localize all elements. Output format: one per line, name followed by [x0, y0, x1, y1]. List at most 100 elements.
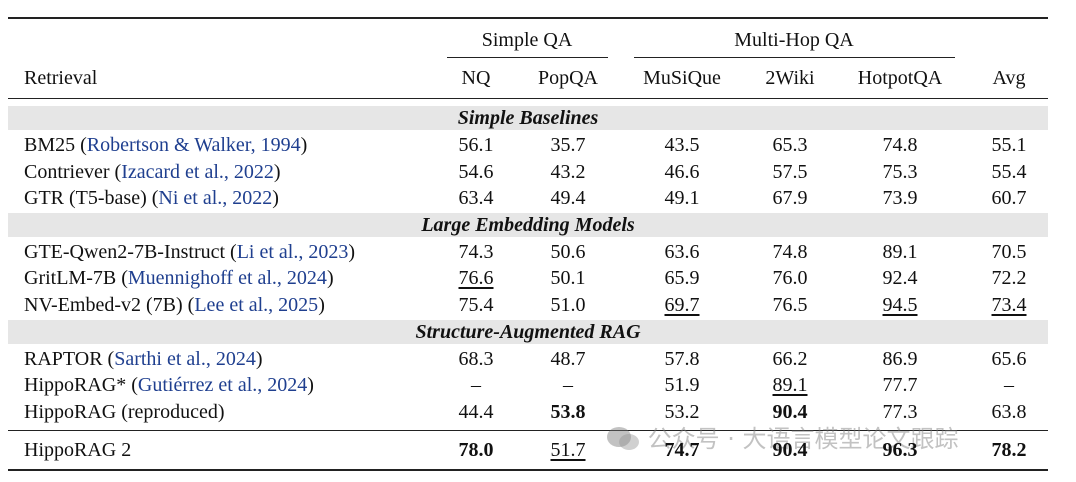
citation: Ni et al., 2022 — [158, 187, 273, 210]
citation: Izacard et al., 2022 — [121, 160, 274, 183]
cell: 89.1 — [772, 374, 808, 397]
row-label: HippoRAG (reproduced) — [24, 400, 225, 424]
method-name: GTE-Qwen2-7B-Instruct ( — [24, 240, 237, 263]
cell: 43.5 — [664, 134, 700, 156]
method-name: HippoRAG 2 — [24, 439, 132, 461]
method-name: ) — [326, 267, 334, 290]
method-name: ) — [300, 134, 308, 156]
group-header: Simple QA — [481, 29, 573, 51]
cell: 60.7 — [991, 187, 1027, 210]
header-rule — [8, 98, 1048, 99]
cell: 63.8 — [991, 400, 1027, 423]
row-label: Contriever (Izacard et al., 2022) — [24, 160, 281, 184]
section-band — [8, 106, 1048, 130]
column-header: Avg — [992, 67, 1026, 89]
section-title: Simple Baselines — [457, 107, 599, 129]
cell: 96.3 — [882, 439, 918, 461]
cell: 35.7 — [550, 134, 586, 156]
cell: 89.1 — [882, 240, 918, 263]
cell: 51.0 — [550, 294, 586, 316]
method-name: ) — [255, 347, 263, 370]
citation: Li et al., 2023 — [236, 240, 349, 263]
cell: 92.4 — [882, 267, 918, 290]
group-header: Multi-Hop QA — [734, 29, 854, 51]
method-name: HippoRAG* ( — [24, 374, 138, 397]
row-label: HippoRAG* (Gutiérrez et al., 2024) — [24, 373, 314, 397]
cell: 66.2 — [772, 347, 808, 370]
citation: Gutiérrez et al., 2024 — [137, 374, 308, 397]
row-label: GTR (T5-base) (Ni et al., 2022) — [24, 186, 279, 210]
column-header: NQ — [461, 67, 491, 89]
cell: 48.7 — [550, 347, 586, 370]
final-rule — [8, 430, 1048, 431]
cell: 90.4 — [772, 400, 808, 423]
method-name: HippoRAG (reproduced) — [24, 400, 225, 423]
cell: 74.8 — [882, 134, 918, 156]
section-band — [8, 319, 1048, 344]
cell: 74.8 — [772, 240, 808, 263]
cell: 74.7 — [664, 439, 700, 461]
cell: 63.4 — [458, 187, 494, 210]
cell: 77.7 — [882, 374, 918, 397]
cell: 49.1 — [664, 187, 700, 210]
method-name: GTR (T5-base) ( — [24, 187, 159, 210]
cell: 78.0 — [458, 439, 494, 461]
cell: 57.5 — [772, 160, 808, 183]
cell: 43.2 — [550, 160, 586, 183]
cell: 78.2 — [991, 439, 1027, 461]
cell: 73.4 — [991, 294, 1027, 316]
row-label: NV-Embed-v2 (7B) (Lee et al., 2025) — [24, 293, 325, 317]
column-header: MuSiQue — [643, 67, 721, 89]
cell: 94.5 — [882, 294, 918, 316]
cell: 63.6 — [664, 240, 700, 263]
bottom-rule — [8, 469, 1048, 471]
method-name: BM25 ( — [24, 134, 87, 156]
cell: 49.4 — [550, 187, 586, 210]
citation: Muennighoff et al., 2024 — [127, 267, 327, 290]
cell: 51.9 — [664, 374, 700, 397]
cell: 65.3 — [772, 134, 808, 156]
cell: 68.3 — [458, 347, 494, 370]
group-rule — [634, 57, 955, 58]
cell: 76.5 — [772, 294, 808, 316]
cell: 67.9 — [772, 187, 808, 210]
cell: 76.0 — [772, 267, 808, 290]
cell: 73.9 — [882, 187, 918, 210]
method-name: ) — [318, 294, 325, 316]
cell: 55.4 — [991, 160, 1027, 183]
cell: 55.1 — [991, 134, 1027, 156]
cell: – — [1004, 374, 1014, 397]
cell: 53.2 — [664, 400, 700, 423]
watermark: 公众号 · 大语言模型论文跟踪 — [606, 424, 959, 454]
method-name: GritLM-7B ( — [24, 267, 128, 290]
cell: 65.9 — [664, 267, 700, 290]
cell: 65.6 — [991, 347, 1027, 370]
row-label: RAPTOR (Sarthi et al., 2024) — [24, 347, 263, 371]
cell: – — [471, 374, 481, 397]
cell: 72.2 — [991, 267, 1027, 290]
column-header: Retrieval — [24, 67, 98, 89]
cell: 50.1 — [550, 267, 586, 290]
section-band — [8, 212, 1048, 237]
cell: 76.6 — [458, 267, 494, 290]
citation: Lee et al., 2025 — [194, 294, 319, 316]
column-header: 2Wiki — [765, 67, 815, 89]
cell: 75.4 — [458, 294, 494, 316]
row-label: GritLM-7B (Muennighoff et al., 2024) — [24, 266, 334, 290]
cell: 75.3 — [882, 160, 918, 183]
method-name: NV-Embed-v2 (7B) ( — [24, 294, 195, 316]
row-label: BM25 (Robertson & Walker, 1994) — [24, 133, 307, 157]
row-label: HippoRAG 2 — [24, 438, 131, 462]
citation: Sarthi et al., 2024 — [114, 347, 256, 370]
cell: 51.7 — [550, 439, 586, 461]
cell: 44.4 — [458, 400, 494, 423]
cell: 54.6 — [458, 160, 494, 183]
cell: 57.8 — [664, 347, 700, 370]
cell: 50.6 — [550, 240, 586, 263]
section-title: Structure-Augmented RAG — [415, 320, 641, 343]
method-name: ) — [273, 160, 281, 183]
cell: 53.8 — [550, 400, 586, 423]
cell: 70.5 — [991, 240, 1027, 263]
cell: 46.6 — [664, 160, 700, 183]
